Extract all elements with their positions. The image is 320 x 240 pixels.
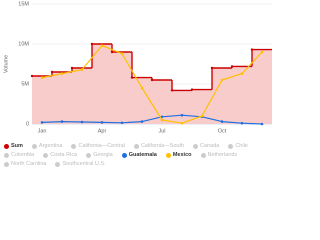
marker [190,88,194,91]
marker [210,66,214,70]
legend-marker [193,143,199,149]
marker [240,72,244,75]
marker [180,121,184,125]
x-tick-label: Apr [98,128,107,134]
y-axis-label: Volume [3,55,9,73]
legend-marker [228,143,234,149]
marker [160,115,164,119]
legend-marker [4,161,9,167]
legend-item[interactable]: Guatemala [121,152,157,158]
legend-item[interactable]: Netherlands [200,152,238,158]
marker [40,121,44,124]
legend-label: Chile [235,143,248,149]
marker [30,74,34,78]
marker [120,52,124,55]
x-tick-label: Oct [218,128,227,134]
legend-item[interactable]: Canada [193,143,219,149]
marker [120,121,124,125]
x-tick-label: Jan [38,128,47,134]
y-tick-label: 10M [18,41,29,47]
legend-label: Canada [200,143,220,149]
legend-marker [165,152,171,158]
legend-marker [4,143,9,149]
legend-item[interactable]: Chile [228,143,248,149]
legend-label: Argentina [38,143,63,149]
legend-marker [121,152,127,158]
x-tick-label: Jul [158,128,165,134]
legend-label: California—Central [78,143,125,149]
marker [220,120,224,123]
legend-label: Sum [11,143,23,149]
marker [220,78,224,82]
marker [140,86,144,90]
legend-label: Georgia [93,152,113,158]
legend: Sum Argentina California—Central California… [4,143,272,167]
legend-marker [86,152,92,158]
legend-label: Mexico [172,152,192,158]
legend-item[interactable]: North Carolina [4,161,46,167]
marker [80,68,84,71]
marker [110,50,114,54]
line [41,44,263,124]
legend-item[interactable]: Argentina [31,143,63,149]
legend-marker [133,143,139,149]
marker [200,114,204,118]
legend-item[interactable]: California—South [133,143,185,149]
legend-item[interactable]: Colombia [4,152,34,158]
legend-item[interactable]: Sum [4,143,23,149]
legend-item[interactable]: Southcentral U.S. [55,161,106,167]
y-tick-label: 15M [18,1,29,7]
legend-label: Costa Rica [50,152,78,158]
legend-item[interactable]: Mexico [165,152,192,158]
legend-marker [71,143,77,149]
legend-label: Guatemala [128,152,157,158]
legend-label: Netherlands [207,152,238,158]
marker [90,42,94,46]
legend-marker [55,161,61,167]
legend-marker [43,152,49,158]
marker [50,70,54,74]
marker [40,76,44,79]
legend-label: California—South [140,143,185,149]
legend-item[interactable]: California—Central [71,143,125,149]
marker [260,50,264,54]
marker [160,118,164,122]
marker [60,72,64,75]
legend-item[interactable]: Costa Rica [43,152,77,158]
legend-label: Southcentral U.S. [62,161,106,167]
marker [130,76,134,79]
marker [250,48,254,51]
area [32,44,272,124]
marker [260,122,264,126]
marker [230,65,234,68]
marker [60,120,64,123]
marker [80,120,84,124]
legend-label: North Carolina [11,161,47,167]
marker [150,78,154,82]
legend-marker [31,143,37,149]
legend-marker [200,152,206,158]
marker [100,121,104,124]
marker [70,66,74,70]
marker [100,44,104,47]
page: {"chart_data": {"type": "line", "y_label… [3,1,272,167]
legend-label: Colombia [11,152,35,158]
y-tick-label: 0 [26,121,29,127]
line [41,114,263,125]
y-tick-label: 5M [21,81,29,87]
marker [170,89,174,92]
chart: Volume 0 5M 10M 15M Jan Apr Jul Oct [3,1,272,134]
legend-marker [4,152,9,158]
marker [180,113,184,117]
legend-item[interactable]: Georgia [86,152,113,158]
marker [140,120,144,123]
marker [240,121,244,125]
